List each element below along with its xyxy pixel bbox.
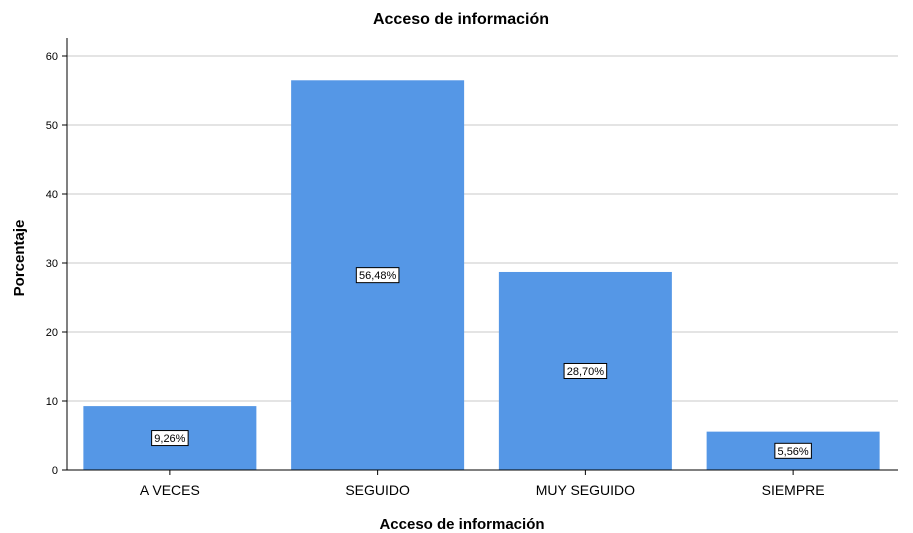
- data-label: 9,26%: [154, 433, 185, 445]
- data-label-box: [355, 267, 400, 284]
- y-tick-label: 10: [46, 396, 58, 408]
- chart-title: Acceso de información: [373, 11, 549, 28]
- x-axis-title: Acceso de información: [379, 516, 544, 533]
- y-tick-label: 50: [46, 120, 58, 132]
- y-tick-label: 30: [46, 258, 58, 270]
- y-tick-label: 60: [46, 51, 58, 63]
- gridlines: [67, 55, 898, 402]
- data-label: 5,56%: [778, 446, 809, 458]
- data-label-box: [774, 442, 812, 459]
- x-tick-label: SIEMPRE: [762, 482, 825, 498]
- bars: [83, 80, 880, 471]
- x-tick-label: SEGUIDO: [345, 482, 410, 498]
- x-axis-ticks: A VECES SEGUIDO MUY SEGUIDO SIEMPRE: [140, 470, 825, 498]
- y-axis-title: Porcentaje: [11, 220, 28, 297]
- x-tick-label: A VECES: [140, 482, 200, 498]
- x-tick-label: MUY SEGUIDO: [536, 482, 635, 498]
- y-tick-label: 0: [52, 465, 58, 477]
- y-axis-ticks: 0 10 20 30 40 50 60: [46, 51, 67, 477]
- data-labels: 9,26% 56,48% 28,70% 5,56%: [151, 267, 812, 459]
- y-tick-label: 40: [46, 189, 58, 201]
- y-tick-label: 20: [46, 327, 58, 339]
- data-label: 56,48%: [359, 270, 397, 282]
- data-label-box: [151, 430, 189, 447]
- data-label-box: [563, 362, 608, 379]
- data-label: 28,70%: [567, 366, 605, 378]
